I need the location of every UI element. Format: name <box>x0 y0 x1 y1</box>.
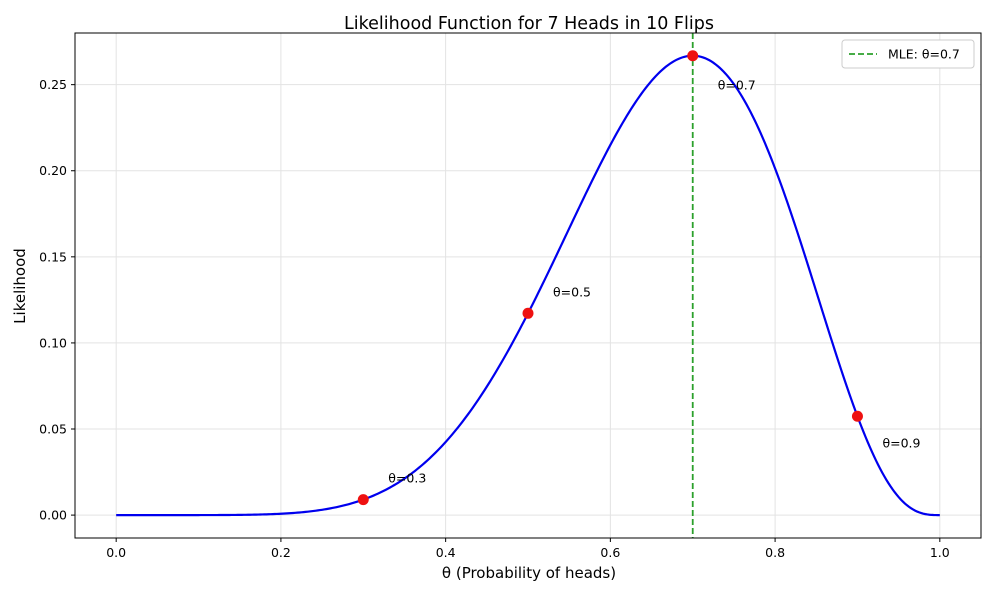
data-point <box>522 307 534 319</box>
y-tick-label: 0.20 <box>39 163 67 178</box>
point-annotation: θ=0.3 <box>388 471 426 486</box>
y-tick-label: 0.15 <box>39 249 67 264</box>
y-axis-label: Likelihood <box>11 248 29 324</box>
y-tick-label: 0.05 <box>39 422 67 437</box>
legend-label-mle: MLE: θ=0.7 <box>888 47 960 62</box>
points-layer <box>357 50 863 506</box>
grid <box>75 33 981 538</box>
plot-frame <box>74 32 982 539</box>
legend-box <box>841 39 975 69</box>
y-tick-label: 0.10 <box>39 335 67 350</box>
y-tick-label: 0.25 <box>39 77 67 92</box>
x-tick-label: 0.4 <box>436 545 456 560</box>
curve-layer <box>116 54 940 517</box>
data-point <box>851 410 863 422</box>
point-annotation: θ=0.5 <box>553 284 591 299</box>
x-tick-label: 0.6 <box>600 545 620 560</box>
chart-title: Likelihood Function for 7 Heads in 10 Fl… <box>344 14 714 34</box>
x-tick-label: 0.8 <box>765 545 785 560</box>
y-tick-label: 0.00 <box>39 508 67 523</box>
point-annotation: θ=0.7 <box>718 78 756 93</box>
x-tick-label: 0.2 <box>271 545 291 560</box>
likelihood-curve <box>116 54 940 517</box>
x-axis-ticks: 0.0 0.2 0.4 0.6 0.8 1.0 <box>106 538 950 560</box>
annotations: θ=0.3 θ=0.5 θ=0.7 θ=0.9 <box>388 78 920 486</box>
data-point <box>357 494 369 506</box>
x-tick-label: 1.0 <box>930 545 950 560</box>
data-point <box>687 50 699 62</box>
legend: MLE: θ=0.7 <box>841 39 975 69</box>
y-axis-ticks: 0.00 0.05 0.10 0.15 0.20 0.25 <box>39 77 75 523</box>
x-axis-label: θ (Probability of heads) <box>442 564 616 582</box>
point-annotation: θ=0.9 <box>882 435 920 450</box>
x-tick-label: 0.0 <box>106 545 126 560</box>
